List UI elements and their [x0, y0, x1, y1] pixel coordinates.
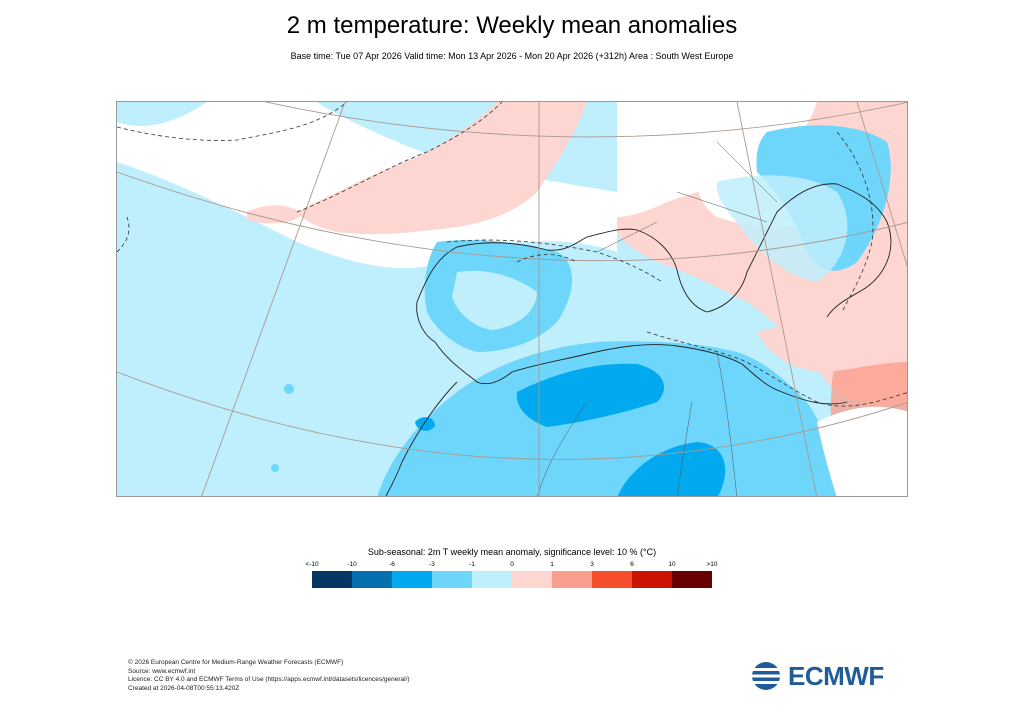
ecmwf-logo[interactable]: ECMWF — [748, 660, 898, 692]
legend-tick-label: -3 — [429, 561, 435, 568]
legend-swatch — [352, 571, 392, 588]
legend-tick-label: >10 — [706, 561, 718, 568]
legend-colorbar — [312, 571, 712, 588]
ecmwf-logo-text: ECMWF — [788, 660, 884, 691]
page-title: 2 m temperature: Weekly mean anomalies — [286, 12, 738, 39]
cool-light-balkans — [716, 175, 848, 282]
canary-islands-spot — [284, 384, 294, 394]
graticule — [117, 102, 907, 496]
country-borders — [537, 141, 778, 496]
neutral-central-europe — [617, 102, 817, 217]
legend-swatch — [392, 571, 432, 588]
legend-ticks: <-10 -10 -6 -3 -1 0 1 3 6 10 >10 — [305, 561, 717, 571]
footer-copyright: © 2026 European Centre for Medium-Range … — [128, 659, 344, 666]
cold-core-sahara — [516, 363, 665, 427]
legend-swatch — [512, 571, 552, 588]
legend-tick-label: 1 — [550, 561, 554, 568]
legend-swatch — [592, 571, 632, 588]
coastlines — [385, 183, 892, 496]
page-subtitle: Base time: Tue 07 Apr 2026 Valid time: M… — [290, 51, 734, 61]
legend-tick-label: 3 — [590, 561, 594, 568]
legend-tick-label: -6 — [389, 561, 395, 568]
legend-swatch — [552, 571, 592, 588]
neutral-east-africa — [817, 406, 907, 496]
warm-patch-atlantic — [247, 205, 302, 224]
cold-patch-west-africa — [415, 417, 435, 431]
neutral-iberia — [452, 270, 537, 330]
legend-swatch — [432, 571, 472, 588]
significance-contours — [117, 102, 907, 407]
map-svg — [117, 102, 907, 496]
legend-swatch — [672, 571, 712, 588]
legend-tick-label: -1 — [469, 561, 475, 568]
footer-credits: © 2026 European Centre for Medium-Range … — [128, 659, 410, 693]
canary-islands-spot — [271, 464, 279, 472]
cold-core-south — [617, 442, 726, 496]
legend-tick-label: <-10 — [305, 561, 319, 568]
legend-swatch — [632, 571, 672, 588]
warm-region-levant — [757, 302, 907, 372]
legend-tick-label: 10 — [668, 561, 676, 568]
legend-tick-label: -10 — [347, 561, 357, 568]
legend-title: Sub-seasonal: 2m T weekly mean anomaly, … — [367, 547, 657, 557]
footer-created: Created at 2026-04-08T00:55:13.420Z — [128, 684, 240, 692]
legend-swatch — [472, 571, 512, 588]
footer-licence: Licence: CC BY 4.0 and ECMWF Terms of Us… — [128, 676, 410, 683]
ecmwf-logo-icon — [748, 662, 784, 690]
legend-swatch — [312, 571, 352, 588]
footer-source: Source: www.ecmwf.int — [128, 667, 196, 675]
anomaly-map[interactable] — [116, 101, 908, 497]
legend-tick-label: 0 — [510, 561, 514, 568]
legend-tick-label: 6 — [630, 561, 634, 568]
